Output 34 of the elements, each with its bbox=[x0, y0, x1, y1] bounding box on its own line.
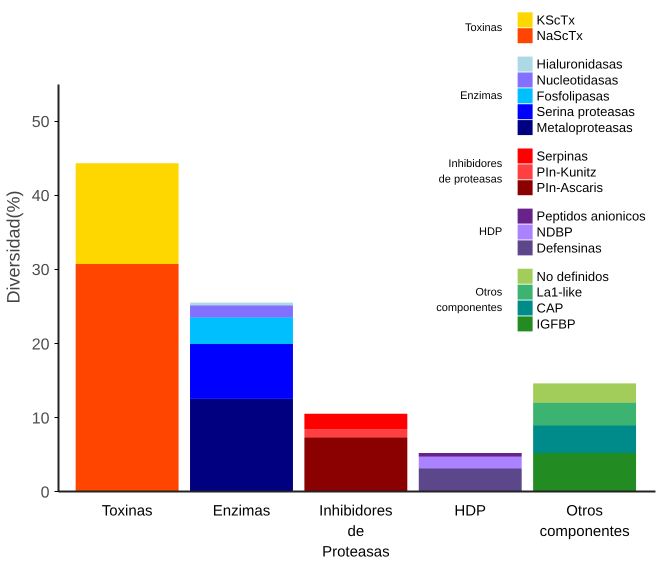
legend-label: Serpinas bbox=[536, 148, 588, 164]
x-tick-label: Otros componentes bbox=[540, 502, 630, 540]
legend-label: PIn-Ascaris bbox=[536, 180, 604, 196]
x-tick-label: Inhibidores de Proteasas bbox=[319, 502, 393, 560]
y-tick-label: 20 bbox=[32, 336, 50, 354]
legend-label: IGFBP bbox=[536, 316, 576, 332]
legend-label: NDBP bbox=[536, 224, 573, 240]
legend-label: No definidos bbox=[536, 268, 610, 284]
annotation: HDP bbox=[479, 226, 502, 238]
x-tick-label: Enzimas bbox=[212, 502, 270, 520]
y-tick-label: 40 bbox=[32, 188, 50, 206]
legend-label: CAP bbox=[536, 300, 564, 316]
x-tick-label: HDP bbox=[454, 502, 486, 520]
annotation: Inhibidores de proteasas bbox=[438, 158, 503, 186]
legend-label: La1-like bbox=[536, 284, 582, 300]
legend-label: Fosfolipasas bbox=[536, 88, 610, 104]
legend-label: Nucleotidasas bbox=[536, 72, 619, 88]
y-axis-title: Diversidad(%) bbox=[4, 190, 24, 304]
legend-label: Hialuronidasas bbox=[536, 56, 624, 72]
y-tick-label: 10 bbox=[32, 410, 50, 428]
legend-label: KScTx bbox=[536, 12, 576, 28]
x-tick-label: Toxinas bbox=[102, 502, 153, 520]
legend-label: Serina proteasas bbox=[536, 104, 636, 120]
y-tick-label: 50 bbox=[32, 114, 50, 132]
annotation: Otros componentes bbox=[436, 286, 503, 314]
legend-label: Defensinas bbox=[536, 240, 602, 256]
text: Toxinas bbox=[464, 22, 503, 34]
annotation: Enzimas bbox=[460, 90, 503, 102]
y-tick-label: 0 bbox=[40, 484, 50, 502]
legend-label: Metaloproteasas bbox=[536, 120, 634, 136]
legend-label: Peptidos anionicos bbox=[536, 208, 646, 224]
y-tick-label: 30 bbox=[32, 262, 50, 280]
legend-label: PIn-Kunitz bbox=[536, 164, 597, 180]
legend-label: NaScTx bbox=[536, 28, 584, 44]
